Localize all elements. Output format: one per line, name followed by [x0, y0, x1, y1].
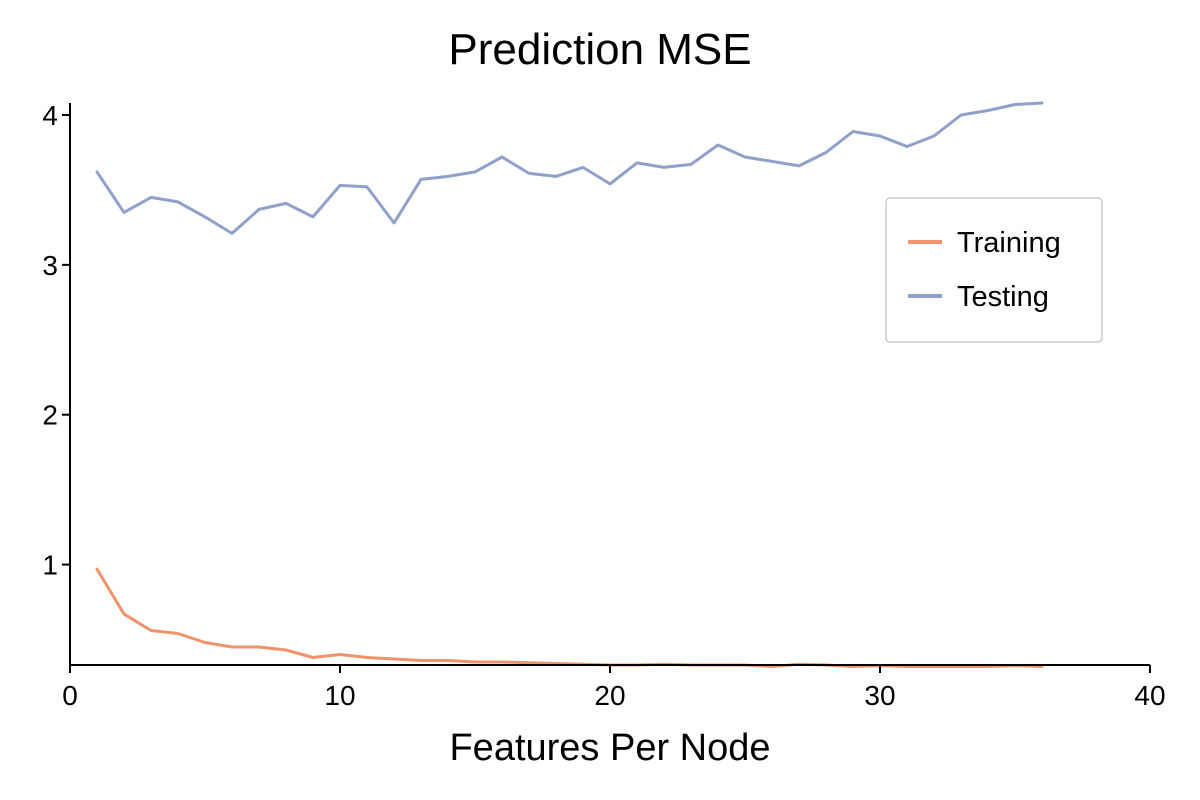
legend-label-training: Training [957, 227, 1061, 259]
series-line-testing [95, 101, 1044, 235]
y-tick-label: 2 [42, 400, 58, 431]
y-tick-label: 1 [42, 550, 58, 581]
x-ticks: 0 10 20 30 40 [62, 665, 1166, 711]
series-line-training [95, 567, 1044, 668]
y-tick-label: 4 [42, 100, 58, 131]
legend-items: Training Testing [908, 227, 1061, 313]
legend-label-testing: Testing [957, 281, 1049, 313]
x-tick-label: 0 [62, 680, 78, 711]
y-ticks: 1 2 3 4 [42, 100, 70, 581]
x-tick-label: 40 [1134, 680, 1165, 711]
x-tick-label: 30 [864, 680, 895, 711]
series-layer [95, 101, 1044, 668]
x-axis-label: Features Per Node [449, 727, 770, 769]
x-tick-label: 10 [324, 680, 355, 711]
y-tick-label: 3 [42, 250, 58, 281]
legend: Training Testing [885, 197, 1103, 343]
chart-title: Prediction MSE [448, 25, 751, 74]
legend-frame [885, 197, 1103, 343]
x-tick-label: 20 [594, 680, 625, 711]
